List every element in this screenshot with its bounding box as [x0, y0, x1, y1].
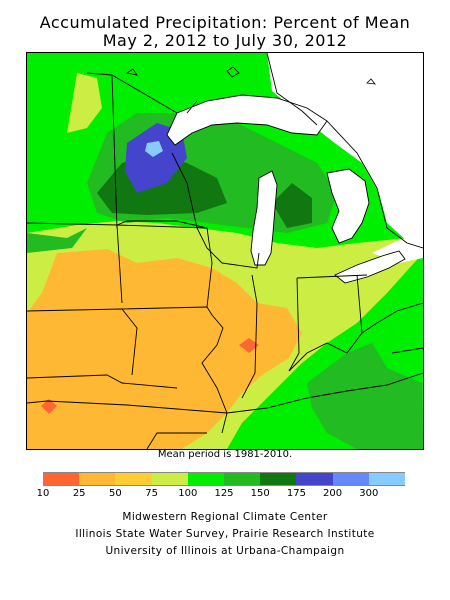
zone-red-illinois [239, 338, 259, 353]
zone-green-southeast [307, 343, 423, 449]
zone-red-kansas [41, 399, 57, 414]
legend-label-150: 150 [250, 488, 270, 499]
zone-green-west-edge [27, 228, 87, 253]
lake-superior [167, 95, 327, 145]
state-borders [27, 53, 423, 449]
legend-swatch-1 [79, 473, 116, 485]
legend-swatch-7 [296, 473, 333, 485]
legend-label-10: 10 [36, 488, 50, 499]
mean-period-note: Mean period is 1981-2010. [157, 449, 293, 460]
legend-label-25: 25 [72, 488, 86, 499]
legend-label-100: 100 [178, 488, 198, 499]
lake-erie [335, 251, 405, 283]
legend-swatch-9 [368, 473, 406, 485]
legend-swatch-6 [260, 473, 297, 485]
island-marks [125, 66, 376, 85]
map-canvas [27, 53, 423, 449]
legend-swatch-2 [115, 473, 152, 485]
legend-swatch-0 [43, 473, 80, 485]
lake-outlines [166, 94, 406, 284]
color-legend [43, 472, 406, 486]
legend-label-75: 75 [145, 488, 158, 499]
zone-yellow-green-northwest [67, 73, 102, 133]
credit-line-1: Midwestern Regional Climate Center [122, 511, 328, 523]
legend-swatch-5 [224, 473, 261, 485]
zone-dark-green-michigan [272, 183, 312, 228]
legend-label-50: 50 [109, 488, 122, 499]
map-title-line1: Accumulated Precipitation: Percent of Me… [39, 13, 411, 32]
lake-michigan [251, 171, 277, 265]
lake-huron [327, 169, 369, 243]
legend-labels: 10 25 50 75 100 125 150 175 200 300 [37, 488, 405, 502]
legend-swatch-4 [187, 473, 225, 485]
legend-label-175: 175 [286, 488, 306, 499]
legend-swatch-8 [332, 473, 369, 485]
map-title-line2: May 2, 2012 to July 30, 2012 [102, 31, 348, 50]
legend-label-200: 200 [323, 488, 343, 499]
precipitation-map [26, 52, 424, 450]
legend-swatch-3 [151, 473, 188, 485]
zone-light-blue [145, 141, 163, 157]
legend-label-125: 125 [214, 488, 234, 499]
credit-line-3: University of Illinois at Urbana-Champai… [105, 545, 345, 557]
zone-orange-central [27, 249, 302, 449]
credit-line-2: Illinois State Water Survey, Prairie Res… [75, 528, 375, 540]
legend-label-300: 300 [359, 488, 379, 499]
zone-orange-plains [122, 275, 207, 305]
canada-area [267, 53, 423, 243]
